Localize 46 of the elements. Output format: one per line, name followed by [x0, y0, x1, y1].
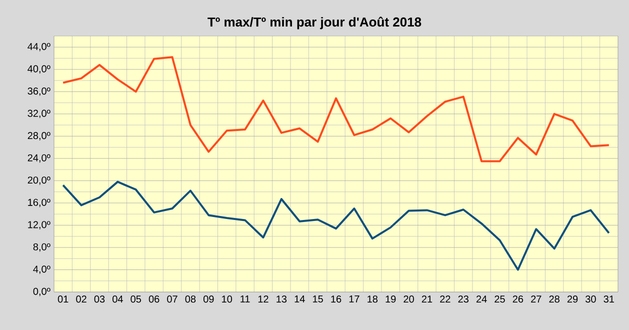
y-tick-label: 36,0º [28, 88, 50, 96]
x-tick-label: 27 [531, 296, 542, 303]
x-tick-label: 29 [567, 296, 578, 303]
x-tick-label: 18 [368, 296, 378, 303]
y-tick-label: 4,0º [33, 266, 50, 274]
y-tick-label: 20,0º [28, 176, 50, 185]
x-tick-label: 13 [276, 296, 287, 303]
line-series [62, 180, 610, 271]
x-tick-label: 24 [476, 296, 487, 303]
x-tick-label: 17 [349, 296, 360, 302]
x-tick-label: 20 [404, 296, 414, 303]
x-tick-label: 01 [58, 296, 68, 303]
chart-title: Tº max/Tº min par jour d'Août 2018 [208, 16, 422, 30]
x-tick-label: 23 [458, 296, 468, 303]
x-tick-label: 08 [185, 296, 196, 303]
y-tick-label: 8,0º [33, 243, 50, 252]
y-tick-label: 40,0º [28, 65, 50, 74]
y-tick-label: 32,0º [28, 110, 50, 118]
x-tick-label: 03 [94, 296, 105, 303]
line-series [62, 56, 610, 162]
x-tick-label: 16 [331, 296, 342, 303]
x-tick-label: 09 [203, 296, 214, 303]
x-tick-label: 19 [386, 296, 396, 303]
x-tick-label: 04 [112, 296, 123, 303]
x-tick-label: 05 [130, 296, 142, 303]
y-tick-label: 28,0º [28, 132, 50, 140]
x-tick-label: 31 [604, 296, 614, 303]
x-tick-label: 10 [222, 296, 232, 303]
x-tick-label: 02 [76, 296, 86, 303]
x-tick-label: 22 [440, 296, 450, 303]
x-tick-label: 25 [494, 296, 505, 303]
y-tick-label: 44,0º [28, 42, 50, 52]
x-tick-label: 21 [422, 296, 432, 303]
y-tick-label: 0,0º [33, 288, 50, 296]
x-tick-label: 30 [586, 296, 596, 303]
x-tick-label: 26 [512, 296, 524, 303]
y-tick-label: 16,0º [28, 198, 50, 208]
y-tick-label: 12,0º [28, 221, 50, 230]
x-tick-label: 07 [167, 296, 178, 303]
x-tick-label: 15 [313, 296, 323, 303]
x-tick-label: 14 [294, 296, 305, 302]
y-tick-label: 24,0º [28, 154, 50, 163]
x-tick-label: 06 [148, 296, 160, 303]
x-tick-label: 12 [258, 296, 268, 303]
x-tick-label: 11 [240, 296, 250, 302]
x-tick-label: 28 [549, 296, 560, 303]
